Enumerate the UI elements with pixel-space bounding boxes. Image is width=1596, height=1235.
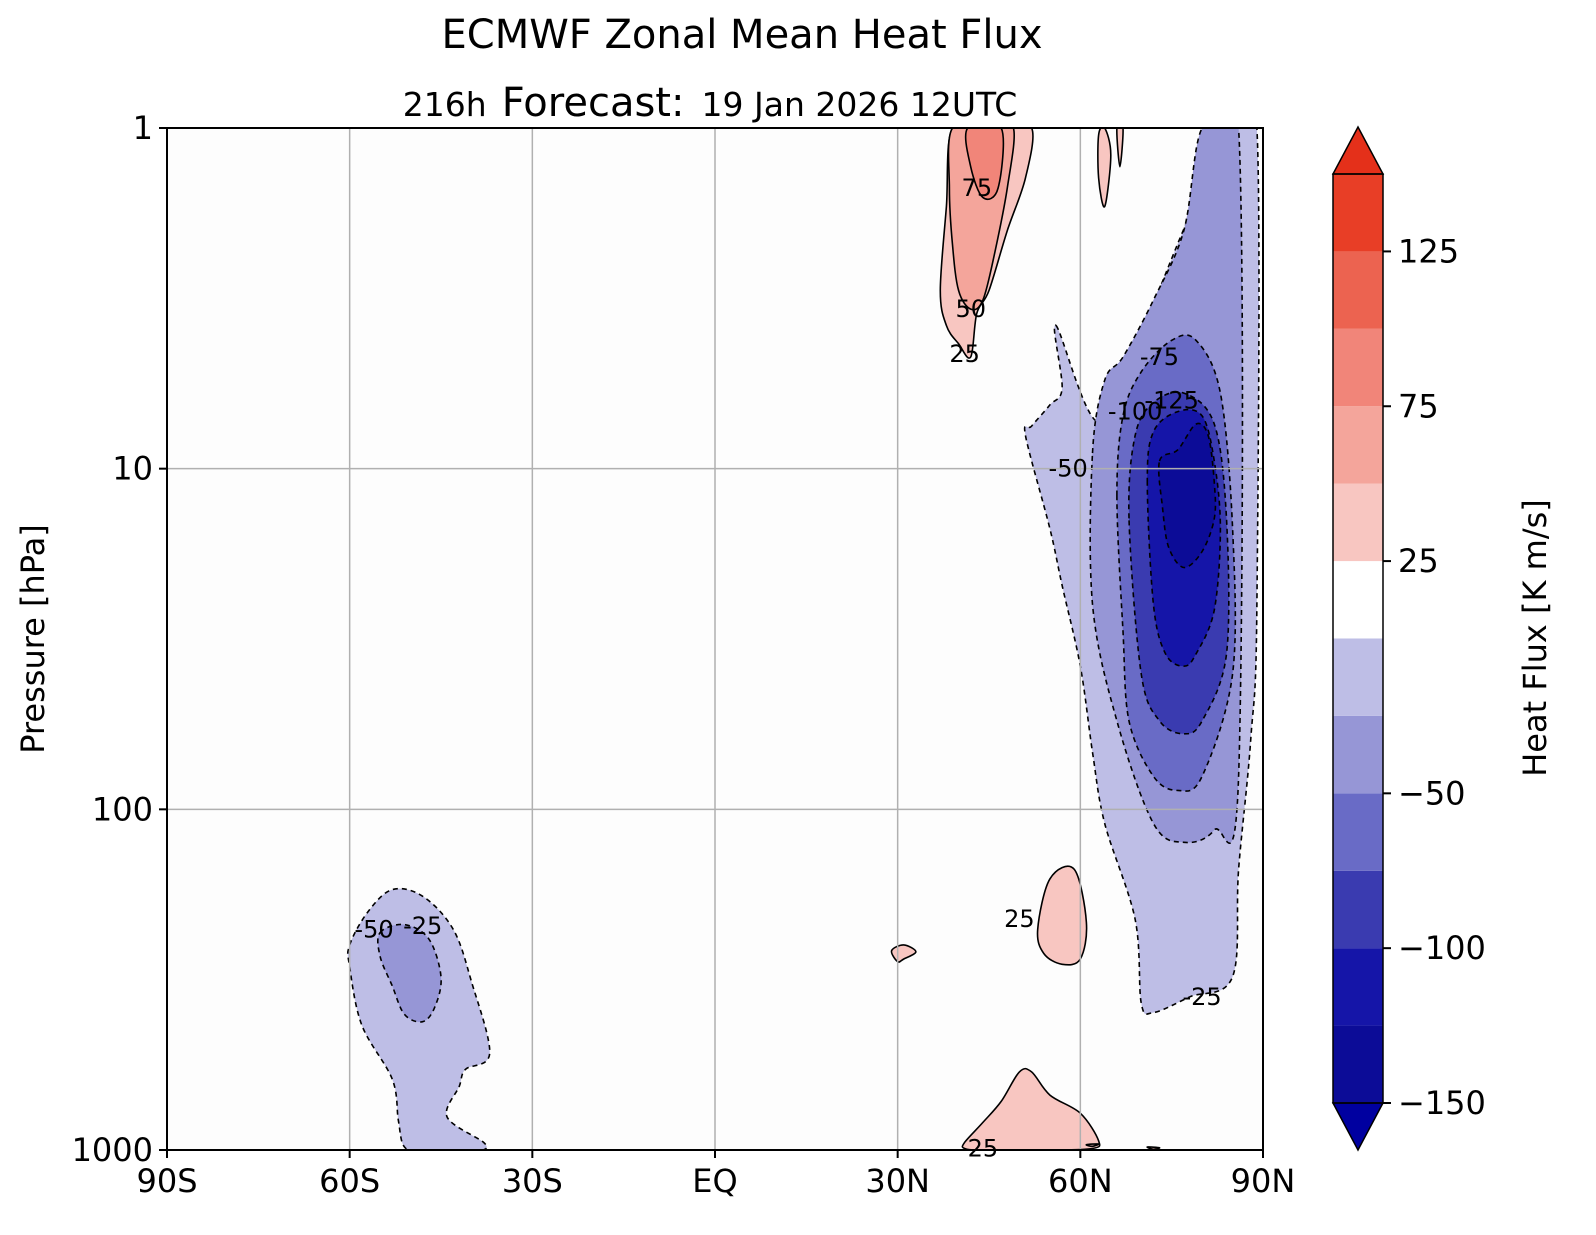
colorbar-segment (1333, 1025, 1383, 1103)
colorbar-tick-label: 125 (1398, 232, 1459, 270)
contour-label: 25 (949, 340, 980, 368)
colorbar-segment (1333, 483, 1383, 562)
contour-region-pos25-17 (1085, 1143, 1100, 1148)
colorbar-segment (1333, 406, 1383, 484)
colorbar-segment (1333, 328, 1383, 407)
y-axis: 1 10 100 1000 (72, 109, 167, 1169)
forecast-date: 19 Jan 2026 12UTC (702, 85, 1018, 124)
forecast-lead: 216h (403, 85, 487, 124)
contour-region-pos25-14 (1097, 128, 1112, 208)
y-tick-label: 100 (92, 790, 153, 828)
contour-label: -75 (1140, 343, 1179, 371)
y-tick-label: 1000 (72, 1131, 153, 1169)
contour-region-neg150-5 (1157, 422, 1217, 569)
contour-region-neg50-7 (377, 923, 442, 1023)
colorbar-segment (1333, 561, 1383, 639)
colorbar-segment (1333, 174, 1383, 252)
colorbar-extend-min (1331, 1102, 1385, 1152)
colorbar-tick-label: −100 (1398, 929, 1486, 967)
contour-label: 75 (962, 174, 993, 202)
colorbar-segment (1333, 251, 1383, 329)
contour-region-pos25-15 (1116, 128, 1124, 168)
colorbar-frame (1332, 173, 1384, 1104)
colorbar-tick-label: −50 (1398, 774, 1466, 812)
y-tick-label: 1 (133, 109, 153, 147)
contour-label: -125 (1144, 386, 1198, 414)
contour-label-group: 75 50 25 -75 -100-125 -50 -50 -25 25 -25 25 (354, 174, 1221, 1163)
x-tick-label: 90S (136, 1162, 197, 1200)
contour-region-pos75-10 (964, 128, 1005, 200)
contour-label: -50 (1049, 455, 1088, 483)
contour-label: 25 (1004, 905, 1035, 933)
contour-label: 25 (968, 1135, 999, 1163)
colorbar-segment (1333, 793, 1383, 871)
x-tick-label: 30S (502, 1162, 563, 1200)
forecast-label: Forecast: (502, 80, 685, 126)
colorbar-segment (1333, 870, 1383, 949)
chart-title: ECMWF Zonal Mean Heat Flux (442, 12, 1043, 58)
colorbar-tick-label: 75 (1398, 387, 1439, 425)
contour-label: -100 (1108, 398, 1162, 426)
x-tick-label: 30N (865, 1162, 930, 1200)
x-tick-label: 90N (1231, 1162, 1296, 1200)
contour-regions (346, 128, 1260, 1150)
y-axis-label: Pressure [hPa] (14, 524, 52, 754)
x-axis: 90S 60S 30S EQ 30N 60N 90N (136, 1150, 1295, 1200)
contour-region-pos25-16 (1146, 1146, 1161, 1150)
colorbar-tick-label: −150 (1398, 1084, 1486, 1122)
contour-region-pos25-11 (1036, 865, 1088, 966)
y-tick-label: 10 (112, 450, 153, 488)
colorbar-tick-label: 25 (1398, 542, 1439, 580)
contour-label: -50 (354, 915, 393, 943)
colorbar-extend-max (1331, 125, 1385, 175)
colorbar: −150 −100 −50 25 75 125 (1331, 125, 1486, 1152)
contour-label: 50 (955, 295, 986, 323)
colorbar-segment (1333, 715, 1383, 794)
colorbar-segment (1333, 638, 1383, 716)
chart-subtitle: 216h Forecast: 19 Jan 2026 12UTC (403, 80, 1018, 126)
grid-lines (167, 128, 1263, 1150)
colorbar-label: Heat Flux [K m/s] (1516, 499, 1554, 777)
contour-label: -25 (1183, 983, 1222, 1011)
colorbar-segment (1333, 948, 1383, 1026)
x-tick-label: 60N (1048, 1162, 1113, 1200)
x-tick-label: 60S (319, 1162, 380, 1200)
x-tick-label: EQ (692, 1162, 737, 1200)
contour-label: -25 (403, 912, 442, 940)
